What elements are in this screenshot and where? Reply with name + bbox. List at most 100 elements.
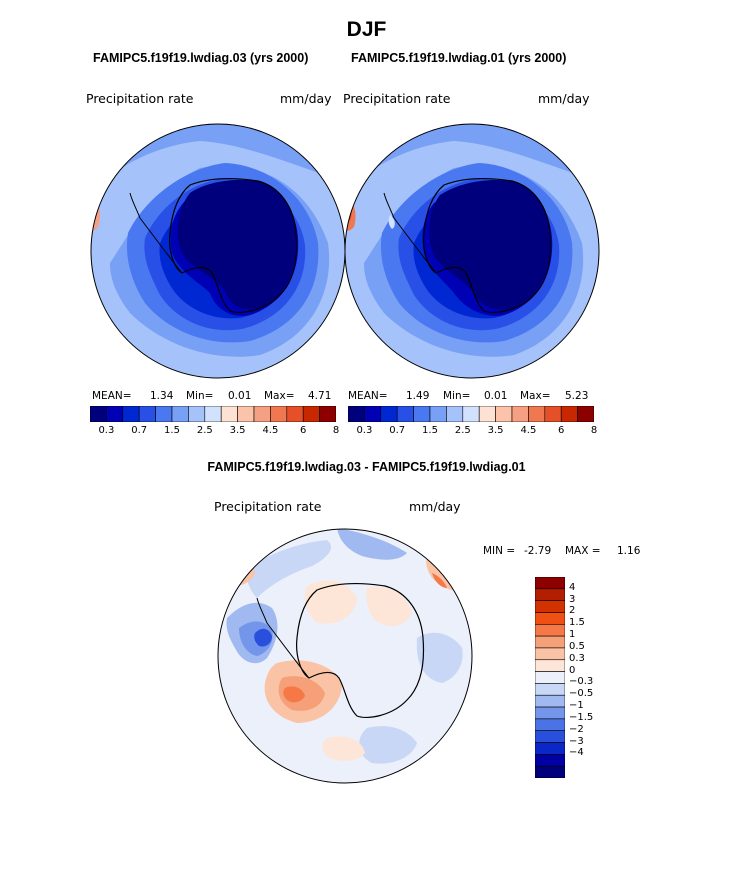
max-value-left: 4.71 bbox=[308, 390, 332, 402]
mean-label-right: MEAN= bbox=[348, 390, 388, 402]
colorbar-swatch bbox=[462, 406, 480, 422]
colorbar-swatch bbox=[90, 406, 107, 422]
mean-label-left: MEAN= bbox=[92, 390, 132, 402]
colorbar-swatch bbox=[535, 706, 565, 720]
colorbar-tick-label: −4 bbox=[569, 747, 584, 759]
polar-map-right bbox=[344, 123, 600, 379]
colorbar-left bbox=[90, 406, 336, 422]
colorbar-tick-label: −0.3 bbox=[569, 676, 594, 688]
colorbar-swatch bbox=[106, 406, 124, 422]
colorbar-swatch bbox=[577, 406, 594, 422]
colorbar-tick-label: 0.3 bbox=[98, 425, 115, 436]
min-label-right: Min= bbox=[443, 390, 471, 402]
colorbar-swatch bbox=[535, 612, 565, 625]
colorbar-swatch bbox=[511, 406, 529, 422]
colorbar-swatch bbox=[535, 718, 565, 732]
colorbar-swatch bbox=[560, 406, 578, 422]
colorbar-tick-label: 8 bbox=[332, 425, 340, 436]
min-value-left: 0.01 bbox=[228, 390, 252, 402]
colorbar-swatch bbox=[364, 406, 382, 422]
colorbar-swatch bbox=[396, 406, 414, 422]
min-value-right: 0.01 bbox=[484, 390, 508, 402]
variable-label-diff: Precipitation rate bbox=[214, 499, 322, 514]
colorbar-swatch bbox=[535, 635, 565, 649]
colorbar-swatch bbox=[544, 406, 562, 422]
colorbar-swatch bbox=[380, 406, 398, 422]
variable-label-left: Precipitation rate bbox=[86, 91, 194, 106]
colorbar-tick-label: −2 bbox=[569, 723, 584, 735]
case-title-left: FAMIPC5.f19f19.lwdiag.03 (yrs 2000) bbox=[93, 51, 309, 65]
diff-min-value: -2.79 bbox=[524, 545, 552, 557]
colorbar-tick-label: −3 bbox=[569, 735, 584, 747]
colorbar-difference bbox=[535, 577, 565, 778]
colorbar-swatch bbox=[286, 406, 304, 422]
colorbar-swatch bbox=[535, 588, 565, 601]
units-label-left: mm/day bbox=[280, 91, 332, 106]
colorbar-tick-label: 3.5 bbox=[229, 425, 246, 436]
colorbar-swatch bbox=[535, 683, 565, 696]
colorbar-swatch bbox=[535, 600, 565, 613]
case-title-right: FAMIPC5.f19f19.lwdiag.01 (yrs 2000) bbox=[351, 51, 567, 65]
colorbar-swatch bbox=[270, 406, 288, 422]
colorbar-swatch bbox=[535, 623, 565, 637]
colorbar-tick-label: 3.5 bbox=[487, 425, 504, 436]
colorbar-tick-label: −0.5 bbox=[569, 688, 594, 700]
colorbar-tick-label: 4 bbox=[569, 581, 576, 593]
colorbar-tick-label: 1.5 bbox=[422, 425, 438, 436]
colorbar-swatch bbox=[535, 659, 565, 672]
units-label-diff: mm/day bbox=[409, 499, 461, 514]
colorbar-swatch bbox=[413, 406, 431, 422]
polar-map-difference bbox=[217, 528, 473, 784]
colorbar-swatch bbox=[138, 406, 156, 422]
polar-map-left bbox=[90, 123, 346, 379]
max-label-left: Max= bbox=[264, 390, 295, 402]
colorbar-swatch bbox=[155, 406, 173, 422]
colorbar-swatch bbox=[535, 647, 565, 661]
difference-title: FAMIPC5.f19f19.lwdiag.03 - FAMIPC5.f19f1… bbox=[207, 460, 526, 474]
units-label-right: mm/day bbox=[538, 91, 590, 106]
diff-max-value: 1.16 bbox=[617, 545, 641, 557]
colorbar-swatch bbox=[429, 406, 447, 422]
colorbar-swatch bbox=[237, 406, 255, 422]
colorbar-swatch bbox=[204, 406, 222, 422]
variable-label-right: Precipitation rate bbox=[343, 91, 451, 106]
colorbar-tick-label: 1.5 bbox=[164, 425, 180, 436]
colorbar-swatch bbox=[535, 730, 565, 743]
colorbar-tick-label: 8 bbox=[590, 425, 598, 436]
mean-value-right: 1.49 bbox=[406, 390, 430, 402]
colorbar-swatch bbox=[528, 406, 546, 422]
colorbar-swatch bbox=[171, 406, 189, 422]
colorbar-tick-label: 1.5 bbox=[569, 617, 585, 629]
colorbar-swatch bbox=[535, 577, 565, 590]
colorbar-tick-label: 2 bbox=[569, 605, 576, 617]
colorbar-swatch bbox=[122, 406, 140, 422]
colorbar-swatch bbox=[535, 671, 565, 684]
colorbar-swatch bbox=[302, 406, 320, 422]
colorbar-tick-label: 0.5 bbox=[569, 640, 585, 652]
colorbar-swatch bbox=[535, 742, 565, 755]
min-label-left: Min= bbox=[186, 390, 214, 402]
colorbar-tick-label: 2.5 bbox=[454, 425, 471, 436]
page-title: DJF bbox=[346, 18, 387, 41]
colorbar-swatch bbox=[188, 406, 206, 422]
max-value-right: 5.23 bbox=[565, 390, 589, 402]
colorbar-tick-label: 6 bbox=[558, 425, 565, 436]
colorbar-tick-label: 1 bbox=[569, 629, 576, 641]
colorbar-swatch bbox=[535, 754, 565, 767]
colorbar-tick-label: 3 bbox=[569, 593, 576, 605]
colorbar-tick-label: 0 bbox=[569, 664, 576, 676]
colorbar-tick-label: −1 bbox=[569, 700, 584, 712]
colorbar-swatch bbox=[478, 406, 496, 422]
colorbar-swatch bbox=[535, 765, 565, 778]
colorbar-tick-label: 0.3 bbox=[356, 425, 373, 436]
colorbar-tick-label: 2.5 bbox=[196, 425, 213, 436]
colorbar-tick-label: 4.5 bbox=[520, 425, 537, 436]
max-label-right: Max= bbox=[520, 390, 551, 402]
colorbar-tick-label: 6 bbox=[300, 425, 307, 436]
colorbar-swatch bbox=[535, 694, 565, 708]
colorbar-swatch bbox=[319, 406, 336, 422]
colorbar-swatch bbox=[253, 406, 271, 422]
diff-max-label: MAX = bbox=[565, 545, 601, 557]
colorbar-tick-label: −1.5 bbox=[569, 711, 594, 723]
colorbar-swatch bbox=[495, 406, 513, 422]
